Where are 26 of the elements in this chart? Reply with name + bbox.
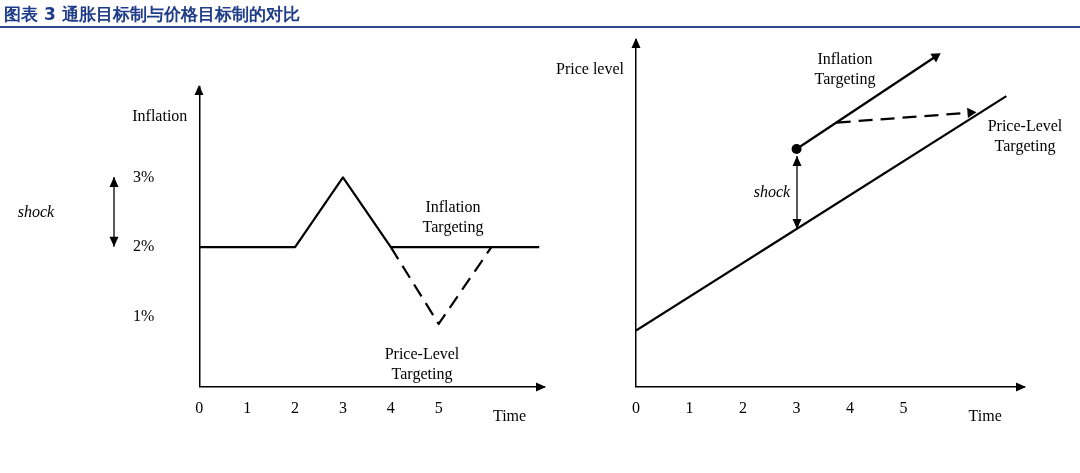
x-tick-label: 4 [846,398,855,416]
series-label: Inflation Targeting [422,198,484,237]
x-tick-label: 4 [386,398,395,416]
y-tick-label: 3% [133,167,155,185]
y-tick-label: 1% [133,307,155,325]
x-tick-label: 2 [291,398,300,416]
series-label: Price-Level Targeting [987,117,1063,156]
x-tick-label: 5 [899,398,908,416]
x-tick-label: 1 [685,398,694,416]
x-tick-label: 1 [243,398,252,416]
series-label: Price-Level Targeting [384,345,460,384]
text: shock [17,203,56,221]
x-tick-label: 0 [632,398,640,416]
x-tick-label: 5 [434,398,443,416]
x-tick-label: 3 [792,398,801,416]
x-axis-title: Time [492,407,527,424]
y-tick-label: 2% [133,237,155,255]
series-label: Inflation Targeting [814,50,876,89]
annotation: shock [753,183,792,201]
x-tick-label: 2 [739,398,748,416]
chart-title: 图表 3 通胀目标制与价格目标制的对比 [0,0,1080,28]
x-tick-label: 0 [195,398,204,416]
x-tick-label: 3 [338,398,347,416]
y-axis-title: Price level [556,60,625,78]
y-axis-title: Inflation [132,106,188,124]
x-axis-title: Time [968,407,1002,424]
